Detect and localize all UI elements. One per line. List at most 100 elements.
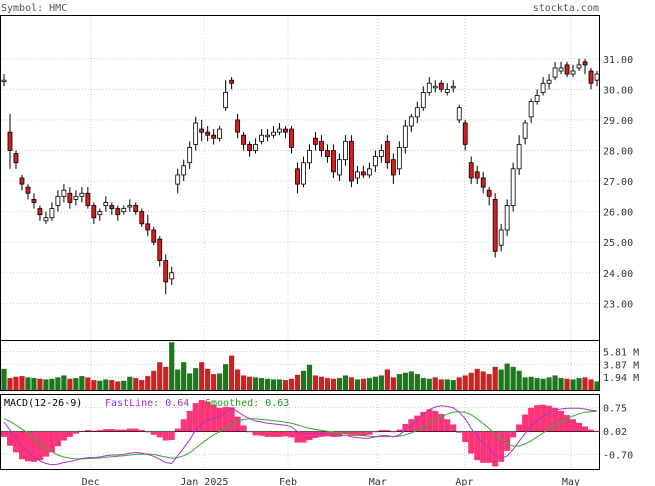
candle-body bbox=[540, 82, 546, 93]
volume-bar bbox=[91, 380, 97, 390]
volume-bar bbox=[594, 381, 600, 390]
candle-body bbox=[139, 211, 145, 225]
macd-histogram-bar bbox=[108, 429, 115, 432]
volume-bar bbox=[576, 378, 582, 390]
candle-body bbox=[390, 159, 396, 176]
candle-body bbox=[259, 134, 264, 142]
macd-histogram-bar bbox=[204, 401, 211, 432]
volume-bar bbox=[540, 378, 546, 390]
candle-body bbox=[145, 223, 151, 231]
macd-histogram-bar bbox=[552, 407, 559, 432]
macd-histogram-bar bbox=[288, 431, 295, 438]
volume-bar bbox=[7, 378, 13, 390]
volume-bar bbox=[258, 378, 265, 390]
volume-bar bbox=[480, 371, 486, 390]
candle-body bbox=[25, 186, 31, 194]
candle-body bbox=[223, 92, 229, 109]
macd-smoothed-label: Smoothed: 0.63 bbox=[205, 398, 289, 409]
candle-body bbox=[211, 134, 217, 139]
volume-bar bbox=[157, 362, 163, 390]
volume-bar bbox=[444, 379, 450, 390]
macd-histogram-bar bbox=[450, 424, 457, 432]
candle-body bbox=[289, 128, 294, 148]
price-tick-label: 30.00 bbox=[603, 85, 633, 96]
macd-histogram-bar bbox=[192, 403, 199, 432]
volume-panel-frame bbox=[0, 340, 600, 391]
macd-label: MACD(12-26-9) bbox=[4, 398, 82, 409]
candle-body bbox=[570, 70, 576, 75]
macd-tick-label: 0.02 bbox=[603, 427, 627, 438]
candle-body bbox=[564, 64, 570, 75]
macd-histogram-bar bbox=[258, 431, 265, 436]
candle-body bbox=[492, 198, 498, 252]
macd-histogram-bar bbox=[150, 431, 157, 435]
macd-histogram-bar bbox=[528, 407, 535, 432]
macd-histogram-bar bbox=[54, 431, 61, 447]
volume-bar bbox=[516, 370, 522, 390]
volume-tick-label: 1.94 M bbox=[603, 373, 639, 384]
candle-body bbox=[528, 101, 534, 118]
volume-bar bbox=[570, 379, 576, 390]
candle-body bbox=[510, 168, 516, 206]
macd-histogram-bar bbox=[36, 431, 43, 461]
volume-bar bbox=[312, 375, 319, 390]
volume-bar bbox=[199, 362, 205, 390]
macd-histogram-bar bbox=[354, 431, 361, 436]
macd-histogram-bar bbox=[216, 407, 223, 432]
candle-body bbox=[420, 92, 426, 109]
grid-layer bbox=[1, 16, 599, 469]
macd-fast-line bbox=[3, 405, 598, 466]
volume-bar bbox=[276, 379, 283, 390]
candle-body bbox=[474, 171, 480, 179]
macd-histogram-bar bbox=[516, 424, 523, 432]
candlestick-series bbox=[1, 58, 600, 295]
candle-body bbox=[331, 150, 336, 173]
volume-bar bbox=[235, 369, 241, 390]
x-tick-label: Mar bbox=[369, 477, 387, 486]
macd-histogram-bar bbox=[396, 429, 403, 432]
macd-histogram-bar bbox=[474, 431, 481, 461]
macd-histogram-bar bbox=[534, 405, 541, 432]
volume-bar bbox=[588, 379, 594, 390]
candle-body bbox=[67, 192, 73, 203]
candle-body bbox=[283, 128, 288, 133]
macd-histogram-bar bbox=[456, 431, 463, 433]
candle-body bbox=[73, 195, 79, 200]
candle-body bbox=[325, 150, 330, 158]
volume-bar bbox=[408, 371, 414, 390]
volume-bar bbox=[384, 369, 390, 390]
candle-body bbox=[396, 147, 402, 170]
volume-bar bbox=[127, 376, 133, 390]
volume-bar bbox=[456, 377, 462, 390]
macd-histogram-bar bbox=[366, 431, 373, 435]
x-tick-label: Jan 2025 bbox=[180, 477, 228, 486]
candle-body bbox=[199, 128, 205, 133]
volume-bar bbox=[13, 376, 19, 390]
volume-bar bbox=[492, 366, 498, 390]
macd-histogram-bar bbox=[126, 428, 133, 432]
candle-body bbox=[313, 137, 318, 145]
macd-histogram-bar bbox=[468, 431, 475, 454]
candle-body bbox=[61, 189, 67, 197]
candle-body bbox=[576, 64, 582, 69]
candle-body bbox=[217, 128, 223, 139]
candle-body bbox=[504, 205, 510, 231]
volume-bar bbox=[37, 378, 43, 390]
candle-body bbox=[378, 150, 384, 158]
site-label: stockta.com bbox=[533, 3, 599, 14]
candle-body bbox=[43, 217, 49, 222]
volume-tick-label: 3.87 M bbox=[603, 360, 639, 371]
macd-histogram-bar bbox=[294, 431, 301, 443]
macd-histogram-bar bbox=[240, 425, 247, 432]
macd-histogram-bar bbox=[264, 431, 271, 437]
candle-body bbox=[408, 116, 414, 127]
macd-histogram-bar bbox=[564, 415, 571, 432]
candle-body bbox=[462, 122, 468, 145]
volume-bar bbox=[558, 378, 564, 390]
volume-bar bbox=[414, 374, 420, 390]
x-tick-label: Dec bbox=[82, 477, 100, 486]
macd-histogram-bar bbox=[444, 419, 451, 432]
candle-body bbox=[127, 205, 133, 208]
